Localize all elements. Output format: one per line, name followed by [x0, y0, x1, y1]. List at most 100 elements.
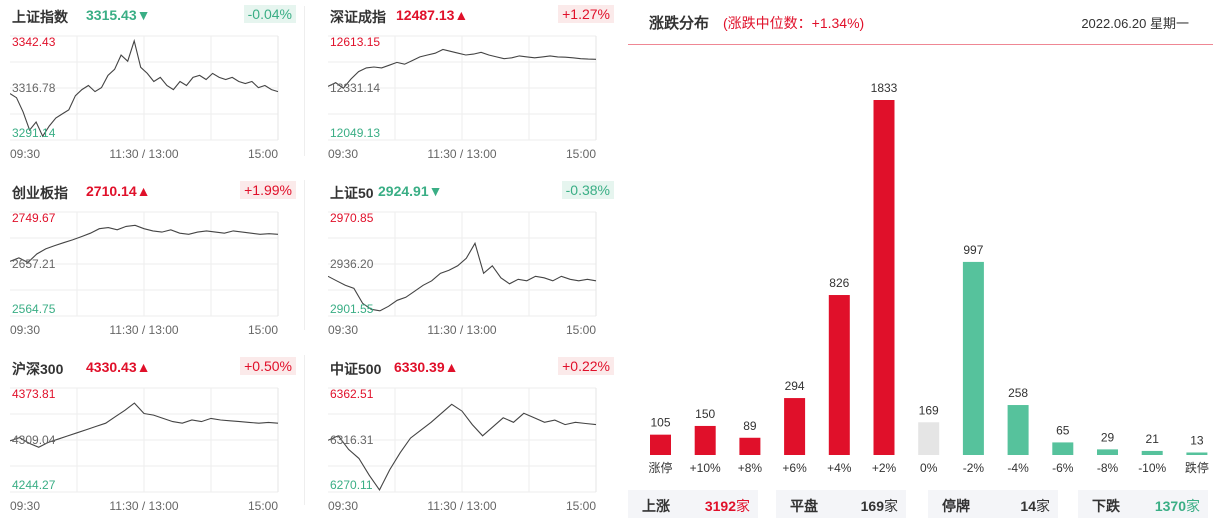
summary-value: 169家 [860, 498, 898, 514]
index-panel[interactable]: 创业板指 2710.14▲ +1.99% 2749.67 2657.21 2564.75 0… [10, 176, 300, 336]
bar-category-label: -6% [1052, 461, 1074, 475]
y-tick-label: 3342.43 [12, 35, 56, 49]
x-tick-label: 15:00 [248, 147, 278, 160]
bar-value-label: 13 [1190, 433, 1204, 447]
summary-unit: 家 [884, 498, 898, 514]
x-tick-label: 09:30 [328, 323, 358, 336]
summary-label: 上涨 [642, 498, 670, 514]
x-tick-label: 15:00 [566, 323, 596, 336]
y-tick-label: 12613.15 [330, 35, 380, 49]
bar-category-label: +4% [827, 461, 852, 475]
index-name: 上证50 [330, 185, 374, 201]
distribution-bar[interactable] [694, 425, 716, 455]
distribution-bar[interactable] [1097, 449, 1118, 455]
index-header: 中证500 6330.39▲ +0.22% [328, 356, 618, 378]
summary-label: 平盘 [790, 498, 818, 514]
distribution-bar[interactable] [650, 434, 671, 455]
bar-category-label: -10% [1138, 461, 1166, 475]
y-tick-label: 6362.51 [330, 387, 374, 401]
distribution-bar[interactable] [784, 398, 806, 455]
index-change-badge: -0.04% [243, 5, 296, 23]
bar-value-label: 89 [743, 419, 757, 433]
y-tick-label: 3291.14 [12, 126, 56, 140]
summary-unit: 家 [1036, 498, 1050, 514]
index-header: 上证50 2924.91▼ -0.38% [328, 180, 618, 202]
divider [304, 180, 305, 330]
bar-category-label: +2% [872, 461, 897, 475]
summary-item: 下跌 1370家 [1078, 490, 1208, 518]
index-panel[interactable]: 上证指数 3315.43▼ -0.04% 3342.43 3316.78 3291.14 0… [10, 0, 300, 160]
distribution-panel: 涨跌分布 (涨跌中位数：+1.34%) 2022.06.20 星期一 105 涨停… [628, 0, 1219, 527]
bar-value-label: 29 [1101, 430, 1115, 444]
bar-value-label: 150 [695, 407, 715, 421]
bar-value-label: 169 [919, 403, 939, 417]
price-line [328, 48, 597, 89]
y-tick-label: 4309.04 [12, 433, 56, 447]
index-value: 12487.13▲ [396, 7, 469, 23]
x-tick-label: 09:30 [10, 147, 40, 160]
index-panel[interactable]: 上证50 2924.91▼ -0.38% 2970.85 2936.20 2901.55 0… [328, 176, 618, 336]
distribution-bar[interactable] [873, 100, 895, 455]
y-tick-label: 2970.85 [330, 211, 374, 225]
x-tick-label: 11:30 / 13:00 [427, 323, 496, 336]
bar-value-label: 997 [963, 243, 983, 257]
index-name: 创业板指 [12, 185, 68, 201]
distribution-bar[interactable] [1141, 450, 1163, 455]
bar-category-label: -8% [1097, 461, 1119, 475]
x-tick-label: 09:30 [10, 323, 40, 336]
summary-unit: 家 [1186, 498, 1200, 514]
distribution-bar[interactable] [918, 422, 940, 455]
y-tick-label: 6316.31 [330, 433, 374, 447]
y-tick-label: 12049.13 [330, 126, 380, 140]
summary-item: 上涨 3192家 [628, 490, 758, 518]
distribution-title: 涨跌分布 [649, 15, 710, 32]
y-tick-label: 2936.20 [330, 257, 374, 271]
title-underline [628, 44, 1213, 45]
distribution-bar[interactable] [1052, 442, 1074, 455]
price-line [328, 241, 597, 312]
bar-category-label: +8% [738, 461, 763, 475]
bar-value-label: 21 [1146, 432, 1160, 446]
bar-category-label: -4% [1007, 461, 1029, 475]
distribution-date: 2022.06.20 星期一 [1081, 16, 1189, 31]
index-change-badge: -0.38% [561, 181, 614, 199]
x-tick-label: 11:30 / 13:00 [109, 147, 178, 160]
index-panel[interactable]: 中证500 6330.39▲ +0.22% 6362.51 6316.31 6270.11… [328, 352, 618, 512]
distribution-bar[interactable] [828, 295, 850, 455]
bar-category-label: 0% [920, 461, 938, 475]
y-tick-label: 2749.67 [12, 211, 56, 225]
index-minute-chart: 4373.81 4309.04 4244.27 09:30 11:30 / 13:00 1… [10, 387, 279, 512]
index-header: 上证指数 3315.43▼ -0.04% [10, 4, 300, 26]
index-header: 创业板指 2710.14▲ +1.99% [10, 180, 300, 202]
index-panel[interactable]: 深证成指 12487.13▲ +1.27% 12613.15 12331.14 12049… [328, 0, 618, 160]
x-tick-label: 09:30 [328, 499, 358, 512]
index-minute-chart: 2749.67 2657.21 2564.75 09:30 11:30 / 13:00 1… [10, 211, 279, 336]
distribution-bar[interactable] [739, 437, 761, 455]
distribution-subtitle: (涨跌中位数：+1.34%) [723, 15, 865, 31]
bar-category-label: +10% [690, 461, 721, 475]
x-tick-label: 11:30 / 13:00 [109, 499, 178, 512]
index-change-badge: +1.27% [558, 5, 614, 23]
bar-value-label: 1833 [871, 81, 898, 95]
index-value: 6330.39▲ [394, 359, 459, 375]
price-line [10, 38, 279, 138]
x-tick-label: 15:00 [566, 147, 596, 160]
index-value: 2710.14▲ [86, 183, 151, 199]
distribution-bar[interactable] [1007, 405, 1029, 455]
index-change-badge: +0.22% [558, 357, 614, 375]
index-header: 深证成指 12487.13▲ +1.27% [328, 4, 618, 26]
bar-value-label: 826 [829, 276, 849, 290]
x-tick-label: 09:30 [10, 499, 40, 512]
distribution-bar[interactable] [962, 261, 984, 455]
summary-item: 平盘 169家 [776, 490, 906, 518]
summary-value: 14家 [1020, 498, 1050, 514]
bar-category-label: -2% [963, 461, 985, 475]
summary-item: 停牌 14家 [928, 490, 1058, 518]
distribution-bar[interactable] [1186, 452, 1208, 455]
price-line [10, 402, 279, 448]
bar-value-label: 258 [1008, 386, 1028, 400]
index-panel[interactable]: 沪深300 4330.43▲ +0.50% 4373.81 4309.04 4244.27… [10, 352, 300, 512]
summary-label: 停牌 [942, 498, 970, 514]
bar-category-label: 跌停 [1185, 460, 1209, 475]
index-header: 沪深300 4330.43▲ +0.50% [10, 356, 300, 378]
